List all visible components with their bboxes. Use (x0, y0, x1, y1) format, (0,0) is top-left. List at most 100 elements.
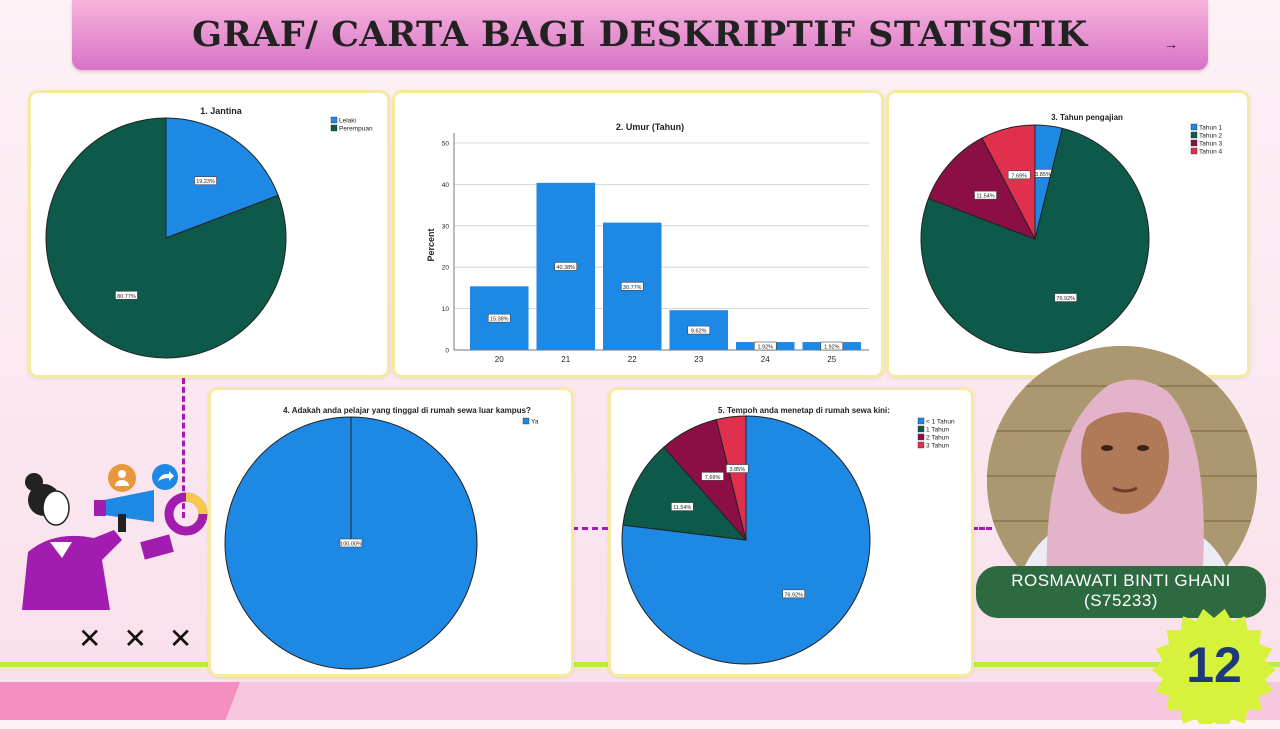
data-label-box (115, 290, 138, 300)
data-label-box (701, 472, 724, 481)
chart-panel-umur: 2. Umur (Tahun) Percent 0 10 20 30 40 50 15.38… (392, 90, 884, 378)
legend: Ya (522, 417, 539, 426)
chart-panel-tempoh: 5. Tempoh anda menetap di rumah sewa kin… (608, 387, 974, 677)
x-tick-label: 25 (827, 355, 836, 364)
data-label-box (554, 262, 578, 271)
legend-swatch (330, 124, 338, 132)
data-label: 1.92% (824, 345, 840, 351)
data-label: 40.38% (556, 265, 575, 271)
data-label: 30.77% (623, 285, 642, 291)
pie-slice (622, 446, 748, 541)
dashed-connector-right (972, 527, 992, 530)
data-label-box (753, 341, 777, 351)
dashed-connector-mid (572, 527, 608, 530)
pie-slice (45, 117, 287, 359)
y-axis-label: Percent (426, 228, 436, 261)
bar-group: 0 10 20 30 40 50 15.38% 20 40.38% 21 30.77% 22 9.62%… (442, 133, 869, 364)
chart-title: 1. Jantina (200, 106, 243, 116)
legend-label: Perempuan (339, 126, 373, 133)
data-label-box (820, 341, 844, 351)
data-label: 11.54% (976, 194, 994, 200)
page-title: GRAF/ CARTA BAGI DESKRIPTIF STATISTIK (192, 14, 1088, 55)
legend-label: Ya (531, 419, 539, 426)
x-tick-label: 21 (561, 355, 570, 364)
presenter-id: (S75233) (1084, 591, 1158, 610)
data-label: 100.00% (340, 542, 362, 548)
data-label-box (671, 502, 694, 511)
chart-tempoh: 5. Tempoh anda menetap di rumah sewa kin… (621, 406, 955, 665)
data-label-box (1054, 293, 1078, 302)
data-label-box (194, 176, 217, 186)
y-tick-label: 40 (442, 182, 450, 189)
chart-panel-tahun-pengajian: 3. Tahun pengajian 3.85% 76.92% 11.54% 7.69… (886, 90, 1250, 378)
data-label: 76.92% (1056, 296, 1075, 302)
legend-label: 2 Tahun (926, 435, 949, 442)
legend-label: Lelaki (339, 118, 356, 125)
pie-slice (715, 415, 747, 541)
chart-title: 5. Tempoh anda menetap di rumah sewa kin… (718, 406, 890, 415)
legend-swatch (917, 441, 925, 449)
y-tick-label: 10 (442, 306, 450, 313)
y-tick-label: 30 (442, 223, 450, 230)
data-label-box (620, 282, 644, 291)
title-banner: GRAF/ CARTA BAGI DESKRIPTIF STATISTIK → (72, 0, 1208, 70)
legend-label: Tahun 2 (1199, 133, 1223, 140)
y-tick-label: 50 (442, 141, 450, 148)
megaphone-icon (104, 490, 154, 522)
chart-title: 4. Adakah anda pelajar yang tinggal di r… (283, 406, 531, 415)
data-label: 19.23% (196, 179, 215, 185)
pie-slice (165, 117, 279, 239)
legend-swatch (1190, 147, 1198, 155)
legend-label: Tahun 4 (1199, 149, 1223, 156)
data-label-box (726, 464, 749, 473)
arrow-right-icon[interactable]: → (1164, 36, 1178, 52)
chart-rumah-sewa: 4. Adakah anda pelajar yang tinggal di r… (224, 406, 539, 670)
presenter-name: ROSMAWATI BINTI GHANI (1011, 571, 1231, 590)
legend-swatch (917, 417, 925, 425)
legend-label: Tahun 3 (1199, 141, 1223, 148)
legend-label: < 1 Tahun (926, 419, 955, 426)
y-tick-label: 20 (442, 265, 450, 272)
legend-swatch (1190, 139, 1198, 147)
slide-number: 12 (1186, 637, 1242, 693)
legend-label: Tahun 1 (1199, 125, 1223, 132)
legend-swatch (917, 433, 925, 441)
data-label: 76.92% (784, 592, 803, 598)
data-label-box (974, 190, 997, 200)
pie-slice (981, 124, 1036, 240)
legend-label: 3 Tahun (926, 443, 949, 450)
legend-swatch (1190, 123, 1198, 131)
bottom-stripe-accent (0, 682, 240, 720)
chart-panel-jantina: 1. Jantina 19.23% 80.77% Lelaki Perempuan (28, 90, 390, 378)
chart-panel-rumah-sewa: 4. Adakah anda pelajar yang tinggal di r… (208, 387, 574, 677)
y-tick-label: 0 (445, 348, 449, 355)
legend-swatch (330, 116, 338, 124)
x-tick-label: 24 (761, 355, 770, 364)
chart-title: 3. Tahun pengajian (1051, 113, 1123, 122)
x-tick-label: 20 (495, 355, 504, 364)
data-label-box (487, 313, 511, 323)
data-label: 3.85% (730, 467, 746, 473)
pie-slice (927, 137, 1037, 240)
chart-title: 2. Umur (Tahun) (616, 122, 684, 132)
slide-number-badge: 12 (1146, 606, 1280, 729)
legend-swatch (917, 425, 925, 433)
x-marks-decoration: ✕✕✕ (78, 623, 215, 654)
data-label: 15.38% (490, 317, 509, 323)
data-label: 80.77% (117, 294, 136, 300)
data-label: 3.85% (1035, 172, 1051, 178)
legend-swatch (522, 417, 530, 425)
chart-tahun-pengajian: 3. Tahun pengajian 3.85% 76.92% 11.54% 7.69… (920, 113, 1223, 354)
x-tick-label: 22 (628, 355, 637, 364)
data-label-box (1007, 170, 1031, 180)
dashed-connector-vertical (182, 378, 185, 518)
pie-slice (920, 127, 1150, 354)
legend-label: 1 Tahun (926, 427, 949, 434)
data-label-box (782, 589, 805, 599)
data-label: 1.92% (757, 345, 773, 351)
data-label: 7.69% (705, 475, 721, 481)
chart-umur: 2. Umur (Tahun) Percent 0 10 20 30 40 50 15.38… (426, 122, 869, 364)
